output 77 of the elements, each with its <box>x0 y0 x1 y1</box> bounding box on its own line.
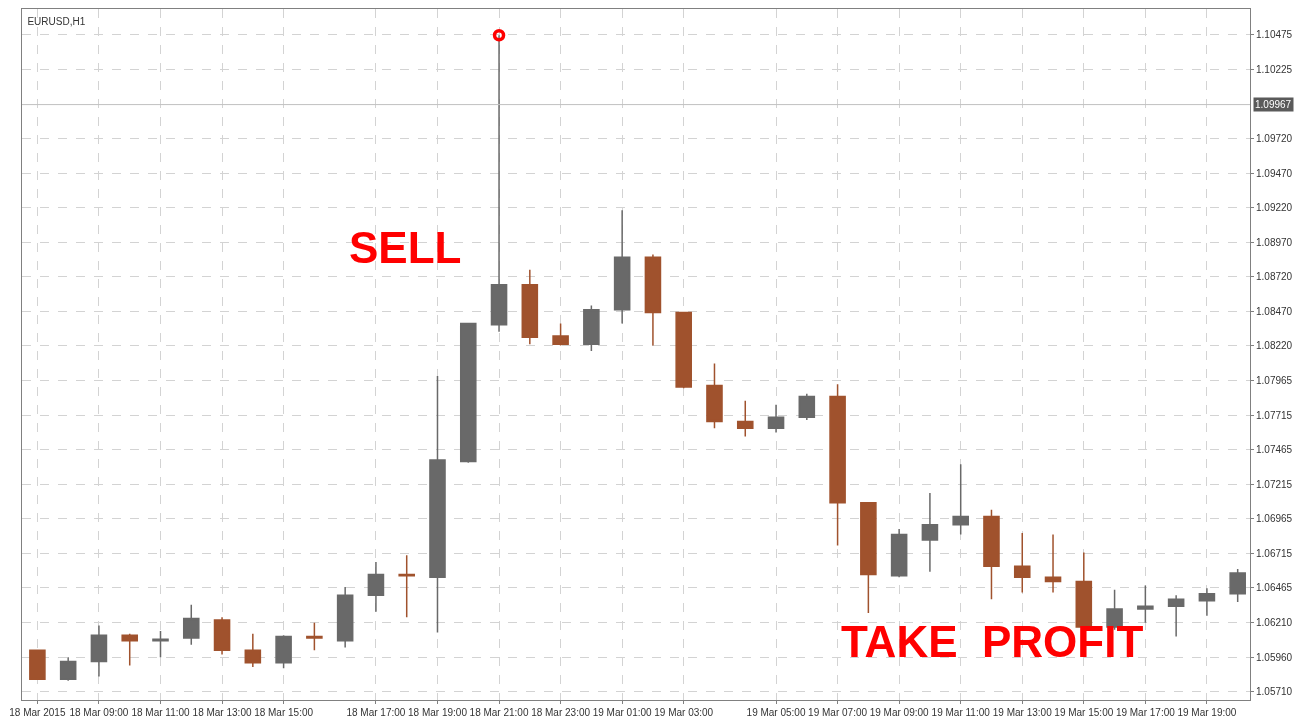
y-tick-label: 1.05710 <box>1256 686 1293 698</box>
x-tick-label: 19 Mar 01:00 <box>592 707 653 718</box>
candlestick <box>921 492 939 573</box>
candlestick <box>736 399 754 438</box>
y-tick-label: 1.10475 <box>1256 29 1293 41</box>
candlestick <box>367 561 385 613</box>
candlestick <box>1229 568 1246 603</box>
x-tick-label: 19 Mar 13:00 <box>992 707 1053 718</box>
x-tick-label: 18 Mar 15:00 <box>254 707 314 718</box>
candlestick <box>890 528 908 578</box>
x-tick-label: 18 Mar 11:00 <box>131 707 191 718</box>
x-tick-label: 18 Mar 09:00 <box>69 707 129 718</box>
y-tick-label: 1.06465 <box>1256 582 1293 594</box>
candlestick <box>521 268 539 345</box>
y-tick-label: 1.07965 <box>1256 375 1293 387</box>
candlestick <box>121 633 139 667</box>
candlestick <box>306 622 323 652</box>
candlestick <box>706 362 723 430</box>
candlestick <box>860 502 877 614</box>
text: EURUSD,H1 <box>27 16 86 28</box>
y-tick-label: 1.07465 <box>1256 444 1293 456</box>
candlestick <box>983 508 1000 601</box>
candlestick <box>644 253 662 347</box>
x-tick-label: 18 Mar 13:00 <box>192 707 252 718</box>
y-tick-label: 1.08470 <box>1256 305 1293 317</box>
candlestick <box>952 463 969 536</box>
y-tick-label: 1.09470 <box>1256 167 1293 179</box>
y-tick-label: 1.06210 <box>1256 617 1293 629</box>
y-tick-label: 1.07715 <box>1256 409 1293 421</box>
candlestick <box>182 604 200 646</box>
y-tick-label: 1.05960 <box>1256 651 1293 663</box>
candlestick <box>398 554 415 618</box>
x-tick-label: 18 Mar 23:00 <box>531 707 591 718</box>
candlestick <box>583 304 600 352</box>
candlestick <box>244 633 262 668</box>
y-tick-label: 1.08720 <box>1256 271 1293 283</box>
candlestick <box>767 404 785 434</box>
candlestick <box>59 656 77 682</box>
x-tick-label: 19 Mar 17:00 <box>1115 707 1176 718</box>
candlestick <box>275 634 292 670</box>
candlestick <box>29 649 46 681</box>
candlestick <box>1044 533 1062 594</box>
candlestick <box>1013 532 1031 594</box>
x-tick-label: 19 Mar 05:00 <box>746 707 806 718</box>
annotation: SELL <box>349 223 462 272</box>
y-tick-label: 1.08970 <box>1256 236 1293 248</box>
y-tick-label: 1.07215 <box>1256 478 1293 490</box>
candlestick <box>675 311 692 390</box>
candlestick <box>90 624 108 678</box>
y-tick-label: 1.09220 <box>1256 202 1293 214</box>
y-tick-label: 1.10225 <box>1256 63 1293 75</box>
y-tick-label: 1.06965 <box>1256 513 1293 525</box>
candlestick <box>1137 584 1154 624</box>
y-tick-label: 1.06715 <box>1256 547 1293 559</box>
x-tick-label: 19 Mar 15:00 <box>1054 707 1114 718</box>
y-tick-label: 1.08220 <box>1256 340 1293 352</box>
candlestick <box>213 616 231 656</box>
candlestick <box>336 586 354 649</box>
x-tick-label: 19 Mar 03:00 <box>654 707 714 718</box>
x-tick-label: 19 Mar 19:00 <box>1177 707 1237 718</box>
x-tick-label: 19 Mar 11:00 <box>931 707 991 718</box>
annotation: TAKE PROFIT <box>841 617 1144 666</box>
x-tick-label: 18 Mar 19:00 <box>408 707 468 718</box>
y-tick-label: 1.09720 <box>1256 133 1293 145</box>
x-tick-label: 19 Mar 07:00 <box>808 707 868 718</box>
x-tick-label: 18 Mar 17:00 <box>346 707 406 718</box>
candlestick <box>1198 587 1216 617</box>
ref-line-label: 1.09967 <box>1255 99 1292 110</box>
x-tick-label: 18 Mar 2015 <box>9 707 66 718</box>
candlestick <box>459 322 477 464</box>
candlestick <box>829 383 846 547</box>
x-tick-label: 19 Mar 09:00 <box>869 707 930 718</box>
candlestick <box>613 209 631 325</box>
candlestick <box>798 393 816 421</box>
x-tick-label: 18 Mar 21:00 <box>469 707 529 718</box>
candlestick <box>552 322 569 347</box>
candlestick <box>1167 594 1185 638</box>
